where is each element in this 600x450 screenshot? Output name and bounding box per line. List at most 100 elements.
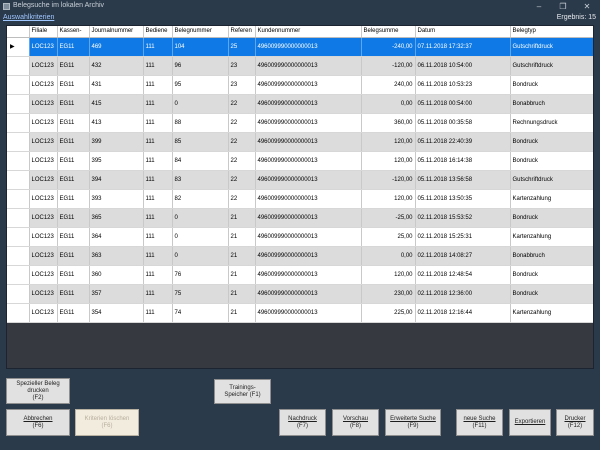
- table-cell: 111: [143, 75, 173, 95]
- row-indicator[interactable]: [7, 94, 30, 114]
- table-cell: 496009990000000013: [255, 56, 362, 76]
- extended-search-button[interactable]: Erweiterte Suche (F9): [385, 409, 441, 436]
- row-indicator[interactable]: [7, 151, 30, 171]
- table-row[interactable]: LOC123 EG11 413 111 88 22 496009990000000013 36…: [7, 113, 593, 133]
- table-row[interactable]: LOC123 EG11 399 111 85 22 496009990000000013 12…: [7, 132, 593, 152]
- table-cell: 363: [89, 246, 144, 266]
- table-cell: 413: [89, 113, 144, 133]
- row-indicator[interactable]: [7, 132, 30, 152]
- table-cell: EG11: [57, 56, 90, 76]
- table-cell: 05.11.2018 13:50:35: [415, 189, 511, 209]
- table-cell: 111: [143, 132, 173, 152]
- table-row[interactable]: LOC123 EG11 432 111 96 23 496009990000000013 -1…: [7, 56, 593, 76]
- table-cell: Bondruck: [510, 151, 593, 171]
- row-indicator[interactable]: [7, 75, 30, 95]
- table-cell: EG11: [57, 227, 90, 247]
- row-selected-indicator-icon[interactable]: ▶: [7, 37, 30, 57]
- table-cell: 88: [172, 113, 229, 133]
- special-print-button[interactable]: Spezieller Beleg drucken (F2): [6, 378, 70, 404]
- row-indicator[interactable]: [7, 56, 30, 76]
- row-indicator[interactable]: [7, 303, 30, 323]
- table-cell: 496009990000000013: [255, 189, 362, 209]
- table-cell: 111: [143, 303, 173, 323]
- table-cell: 76: [172, 265, 229, 285]
- table-cell: 120,00: [361, 132, 416, 152]
- export-button[interactable]: Exportieren: [509, 409, 551, 436]
- table-row[interactable]: LOC123 EG11 431 111 95 23 496009990000000013 24…: [7, 75, 593, 95]
- restore-button[interactable]: ❐: [559, 2, 567, 11]
- printer-button[interactable]: Drucker (F12): [556, 409, 594, 436]
- row-indicator[interactable]: [7, 189, 30, 209]
- table-row[interactable]: LOC123 EG11 360 111 76 21 496009990000000013 12…: [7, 265, 593, 285]
- table-cell: 02.11.2018 12:48:54: [415, 265, 511, 285]
- reprint-key: (F7): [297, 422, 308, 429]
- table-cell: LOC123: [29, 56, 58, 76]
- table-cell: 496009990000000013: [255, 151, 362, 171]
- row-indicator[interactable]: [7, 227, 30, 247]
- table-cell: LOC123: [29, 75, 58, 95]
- training-label: Trainings-: [229, 384, 256, 391]
- column-header[interactable]: Bediene: [143, 26, 173, 38]
- preview-button[interactable]: Vorschau (F8): [332, 409, 379, 436]
- table-cell: 0: [172, 208, 229, 228]
- table-cell: 02.11.2018 12:36:00: [415, 284, 511, 304]
- row-indicator[interactable]: [7, 170, 30, 190]
- table-row[interactable]: LOC123 EG11 415 111 0 22 496009990000000013 0,0…: [7, 94, 593, 114]
- column-header[interactable]: Filiale: [29, 26, 58, 38]
- table-row[interactable]: LOC123 EG11 363 111 0 21 496009990000000013 0,0…: [7, 246, 593, 266]
- close-button[interactable]: ✕: [583, 2, 591, 11]
- table-cell: 23: [228, 56, 256, 76]
- column-header[interactable]: Belegnummer: [172, 26, 229, 38]
- table-row[interactable]: LOC123 EG11 393 111 82 22 496009990000000013 12…: [7, 189, 593, 209]
- table-cell: Bondruck: [510, 284, 593, 304]
- table-cell: 05.11.2018 00:35:58: [415, 113, 511, 133]
- table-cell: 496009990000000013: [255, 94, 362, 114]
- table-cell: Bondruck: [510, 132, 593, 152]
- training-label-2: Speicher (F1): [224, 391, 261, 398]
- table-row[interactable]: LOC123 EG11 395 111 84 22 496009990000000013 12…: [7, 151, 593, 171]
- table-row[interactable]: LOC123 EG11 394 111 83 22 496009990000000013 -1…: [7, 170, 593, 190]
- training-memory-button[interactable]: Trainings- Speicher (F1): [214, 379, 271, 404]
- column-header[interactable]: Belegsumme: [361, 26, 416, 38]
- table-cell: 364: [89, 227, 144, 247]
- row-indicator[interactable]: [7, 265, 30, 285]
- table-cell: 84: [172, 151, 229, 171]
- column-header[interactable]: Kassen-: [57, 26, 90, 38]
- table-cell: 104: [172, 37, 229, 57]
- table-cell: 111: [143, 56, 173, 76]
- row-indicator[interactable]: [7, 113, 30, 133]
- column-header[interactable]: [7, 26, 30, 38]
- row-indicator[interactable]: [7, 246, 30, 266]
- table-row[interactable]: LOC123 EG11 357 111 75 21 496009990000000013 23…: [7, 284, 593, 304]
- criteria-link[interactable]: Auswahlkriterien: [3, 14, 55, 21]
- table-body: ▶ LOC123 EG11 469 111 104 25 496009990000000013…: [7, 37, 593, 323]
- new-search-button[interactable]: neue Suche (F11): [456, 409, 503, 436]
- column-header[interactable]: Datum: [415, 26, 511, 38]
- table-row[interactable]: ▶ LOC123 EG11 469 111 104 25 496009990000000013…: [7, 37, 593, 57]
- minimize-button[interactable]: –: [536, 2, 542, 11]
- table-cell: 02.11.2018 12:16:44: [415, 303, 511, 323]
- row-indicator[interactable]: [7, 208, 30, 228]
- clear-criteria-label: Kriterien löschen: [84, 415, 130, 422]
- column-header[interactable]: Journalnummer: [89, 26, 144, 38]
- row-indicator[interactable]: [7, 284, 30, 304]
- table-cell: 240,00: [361, 75, 416, 95]
- column-header[interactable]: Referen: [228, 26, 256, 38]
- special-print-label-2: drucken: [27, 387, 49, 394]
- table-row[interactable]: LOC123 EG11 364 111 0 21 496009990000000013 25,…: [7, 227, 593, 247]
- table-cell: EG11: [57, 303, 90, 323]
- table-row[interactable]: LOC123 EG11 354 111 74 21 496009990000000013 22…: [7, 303, 593, 323]
- table-cell: 21: [228, 303, 256, 323]
- clear-criteria-key: (F6): [101, 422, 113, 429]
- column-header[interactable]: Belegtyp: [510, 26, 593, 38]
- table-cell: 05.11.2018 13:56:58: [415, 170, 511, 190]
- table-row[interactable]: LOC123 EG11 365 111 0 21 496009990000000013 -25…: [7, 208, 593, 228]
- column-header[interactable]: Kundennummer: [255, 26, 362, 38]
- cancel-button[interactable]: Abbrechen (F6): [6, 409, 70, 436]
- reprint-button[interactable]: Nachdruck (F7): [279, 409, 326, 436]
- table-cell: LOC123: [29, 113, 58, 133]
- table-cell: Bondruck: [510, 208, 593, 228]
- special-print-label: Spezieller Beleg: [16, 380, 60, 387]
- clear-criteria-button[interactable]: Kriterien löschen (F6): [75, 409, 139, 436]
- table-cell: 07.11.2018 17:32:37: [415, 37, 511, 57]
